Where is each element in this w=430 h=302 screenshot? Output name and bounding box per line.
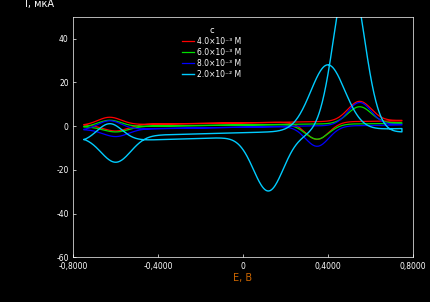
8.0×10⁻³ M xyxy=(168,127,173,130)
2.0×10⁻² M xyxy=(209,132,214,135)
4.0×10⁻³ M xyxy=(233,121,239,125)
8.0×10⁻³ M xyxy=(120,123,126,127)
6.0×10⁻³ M xyxy=(120,121,126,125)
2.0×10⁻² M xyxy=(82,138,87,141)
8.0×10⁻³ M xyxy=(314,144,319,148)
2.0×10⁻² M xyxy=(147,138,152,142)
6.0×10⁻³ M xyxy=(347,122,353,126)
6.0×10⁻³ M xyxy=(82,125,87,128)
8.0×10⁻³ M xyxy=(82,128,87,132)
6.0×10⁻³ M xyxy=(314,137,319,141)
6.0×10⁻³ M xyxy=(168,124,173,127)
6.0×10⁻³ M xyxy=(331,128,336,131)
X-axis label: E, В: E, В xyxy=(233,273,252,283)
8.0×10⁻³ M xyxy=(82,127,87,131)
4.0×10⁻³ M xyxy=(82,123,87,127)
4.0×10⁻³ M xyxy=(331,127,336,130)
Y-axis label: I, мкА: I, мкА xyxy=(25,0,54,9)
2.0×10⁻² M xyxy=(363,44,368,48)
4.0×10⁻³ M xyxy=(120,119,126,123)
4.0×10⁻³ M xyxy=(314,138,319,141)
6.0×10⁻³ M xyxy=(311,137,316,140)
6.0×10⁻³ M xyxy=(233,123,239,127)
2.0×10⁻² M xyxy=(280,128,285,132)
8.0×10⁻³ M xyxy=(357,101,362,104)
Line: 8.0×10⁻³ M: 8.0×10⁻³ M xyxy=(84,102,402,146)
Line: 2.0×10⁻² M: 2.0×10⁻² M xyxy=(84,0,402,191)
6.0×10⁻³ M xyxy=(357,105,362,108)
Line: 4.0×10⁻³ M: 4.0×10⁻³ M xyxy=(84,101,402,140)
2.0×10⁻² M xyxy=(82,138,87,141)
8.0×10⁻³ M xyxy=(311,143,316,147)
4.0×10⁻³ M xyxy=(357,99,362,103)
4.0×10⁻³ M xyxy=(311,137,316,140)
2.0×10⁻² M xyxy=(266,189,271,193)
4.0×10⁻³ M xyxy=(82,123,87,127)
Line: 6.0×10⁻³ M: 6.0×10⁻³ M xyxy=(84,107,402,139)
6.0×10⁻³ M xyxy=(82,125,87,129)
8.0×10⁻³ M xyxy=(347,124,353,128)
8.0×10⁻³ M xyxy=(233,126,239,129)
Legend: 4.0×10⁻³ M, 6.0×10⁻³ M, 8.0×10⁻³ M, 2.0×10⁻² M: 4.0×10⁻³ M, 6.0×10⁻³ M, 8.0×10⁻³ M, 2.0×… xyxy=(179,23,244,82)
4.0×10⁻³ M xyxy=(168,122,173,126)
4.0×10⁻³ M xyxy=(347,120,353,124)
2.0×10⁻² M xyxy=(220,131,225,135)
8.0×10⁻³ M xyxy=(331,132,336,135)
